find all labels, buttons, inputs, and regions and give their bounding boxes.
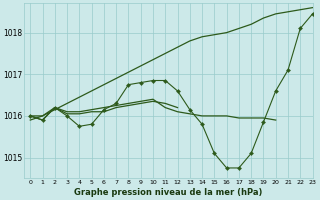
X-axis label: Graphe pression niveau de la mer (hPa): Graphe pression niveau de la mer (hPa) [74,188,262,197]
